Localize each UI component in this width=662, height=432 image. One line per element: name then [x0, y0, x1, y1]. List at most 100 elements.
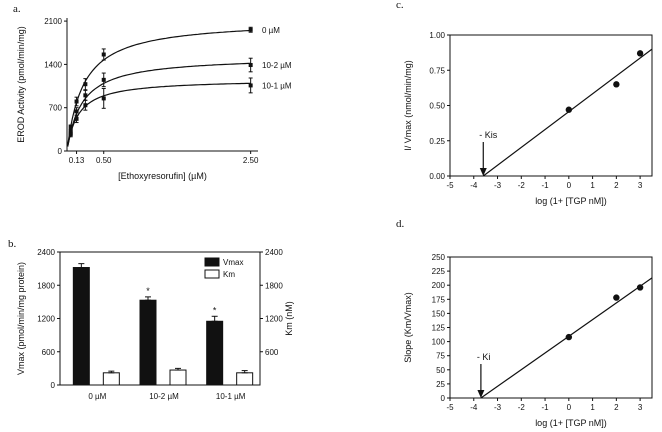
panel-d-y-tick-label: 100	[432, 338, 446, 347]
panel-a-x-tick-label: 0.13	[69, 156, 85, 165]
panel-c-intercept-arrow-head	[479, 168, 487, 176]
panel-a-data-point	[83, 93, 88, 98]
panel-c-y-tick-label: 1.00	[429, 31, 445, 40]
panel-a-data-point	[101, 52, 106, 57]
panel-c-intercept-label: - Kis	[479, 130, 498, 140]
panel-d-x-tick-label: 2	[614, 403, 619, 412]
panel-a-axes	[66, 18, 258, 152]
panel-c-x-tick-label: 2	[614, 181, 619, 190]
panel-b-letter: b.	[8, 238, 17, 250]
panel-d-letter: d.	[396, 218, 405, 230]
panel-c-y-tick-label: 0.75	[429, 66, 445, 75]
panel-a-data-point	[248, 63, 253, 68]
panel-b-category-label: 0 µM	[88, 392, 106, 401]
panel-b-legend-swatch	[204, 269, 220, 279]
panel-b-y2-tick-label: 1800	[265, 281, 283, 290]
panel-c-y-tick-label: 0.00	[429, 172, 445, 181]
panel-d-x-tick-label: -4	[470, 403, 478, 412]
panel-d-intercept-label: - Ki	[477, 352, 491, 362]
panel-b-legend-label: Vmax	[223, 258, 243, 267]
panel-c-x-tick-label: 3	[638, 181, 643, 190]
panel-a-y-tick-label: 700	[49, 104, 63, 113]
panel-a-data-point	[74, 116, 79, 121]
panel-d-y-tick-label: 200	[432, 281, 446, 290]
panel-a-y-tick-label: 2100	[44, 17, 62, 26]
panel-b-bar-vmax	[72, 267, 90, 386]
panel-b-y-tick-label: 1200	[37, 315, 55, 324]
panel-d-y-tick-label: 25	[436, 380, 445, 389]
panel-c-data-point	[565, 106, 573, 113]
panel-b-bar-km	[169, 369, 187, 386]
panel-a-fit-curve-2	[67, 82, 251, 147]
panel-d-y-tick-label: 250	[432, 253, 446, 262]
panel-a-y-tick-label: 0	[58, 147, 63, 156]
panel-b-bar-vmax	[206, 320, 224, 386]
panel-b-y-tick-label: 1800	[37, 281, 55, 290]
panel-d-x-tick-label: -1	[541, 403, 549, 412]
panel-c-x-tick-label: -1	[541, 181, 549, 190]
panel-d-y-tick-label: 225	[432, 267, 446, 276]
panel-c-x-tick-label: -3	[494, 181, 502, 190]
panel-d-intercept-arrow-head	[477, 390, 485, 398]
panel-d-data-point	[613, 294, 620, 301]
panel-c-x-tick-label: 0	[567, 181, 572, 190]
panel-a-y-axis-label: EROD Activity (pmol/min/mg)	[16, 26, 26, 143]
panel-a-data-point	[68, 125, 73, 130]
panel-d-y-axis-label: Slope (Km/Vmax)	[403, 292, 413, 363]
panel-b-bar-vmax	[139, 299, 157, 386]
panel-c-x-tick-label: 1	[590, 181, 595, 190]
panel-d-y-tick-label: 175	[432, 295, 446, 304]
panel-c-y-tick-label: 0.50	[429, 102, 445, 111]
panel-c-x-tick-label: -2	[518, 181, 526, 190]
panel-c-x-tick-label: -4	[470, 181, 478, 190]
panel-a-data-point	[68, 132, 73, 137]
panel-a-data-point	[83, 82, 88, 87]
panel-b-bar-km	[102, 372, 120, 386]
panel-b-y2-tick-label: 600	[265, 348, 279, 357]
panel-c-frame	[449, 34, 653, 177]
panel-b-y2-tick-label: 2400	[265, 248, 283, 257]
panel-d-y-tick-label: 50	[436, 366, 445, 375]
panel-b-legend-swatch	[204, 257, 220, 267]
panel-c-x-tick-label: -5	[446, 181, 454, 190]
panel-d-y-tick-label: 125	[432, 324, 446, 333]
panel-b-legend-label: Km	[223, 270, 235, 279]
panel-b-y2-axis-label: Km (nM)	[284, 301, 294, 336]
panel-a-y-tick-label: 1400	[44, 60, 62, 69]
panel-d-x-axis-label: log (1+ [TGP nM])	[535, 418, 607, 428]
panel-a-x-axis-label: [Ethoxyresorufin] (µM)	[118, 171, 207, 181]
panel-b-y-tick-label: 600	[42, 348, 56, 357]
panel-b-category-label: 10-2 µM	[149, 392, 179, 401]
panel-a-x-tick-label: 0.50	[96, 156, 112, 165]
panel-a-x-tick-label: 2.50	[243, 156, 259, 165]
panel-d-y-tick-label: 75	[436, 352, 445, 361]
panel-a-fit-curve-0	[67, 29, 251, 146]
panel-b-y-tick-label: 2400	[37, 248, 55, 257]
panel-a-fit-curve-1	[67, 62, 251, 147]
panel-b-category-label: 10-1 µM	[216, 392, 246, 401]
panel-b-significance-star: *	[213, 305, 217, 315]
panel-c-data-point	[613, 81, 620, 88]
panel-d-x-tick-label: 0	[567, 403, 572, 412]
panel-c-y-axis-label: I/ Vmax (nmol/min/mg)	[403, 60, 413, 151]
panel-b-significance-star: *	[146, 286, 150, 296]
panel-d-x-tick-label: -3	[494, 403, 502, 412]
panel-c-x-axis-label: log (1+ [TGP nM])	[535, 196, 607, 206]
panel-d-x-tick-label: -5	[446, 403, 454, 412]
panel-b-y-axis-label: Vmax (pmol/min/mg protein)	[16, 262, 26, 375]
panel-c-data-point	[636, 50, 644, 57]
panel-d-x-tick-label: -2	[518, 403, 526, 412]
panel-c-y-tick-label: 0.25	[429, 137, 445, 146]
panel-c-letter: c.	[396, 0, 404, 11]
panel-a-data-point	[101, 96, 106, 101]
panel-b-y2-tick-label: 1200	[265, 315, 283, 324]
panel-b-bar-km	[236, 372, 254, 386]
panel-d-y-tick-label: 150	[432, 309, 446, 318]
panel-a-data-point	[74, 99, 79, 104]
panel-a-data-point	[248, 27, 253, 32]
panel-d-x-tick-label: 3	[638, 403, 643, 412]
panel-d-data-point	[565, 333, 573, 341]
panel-a-data-point	[83, 103, 88, 108]
panel-b-y-tick-label: 0	[51, 381, 56, 390]
